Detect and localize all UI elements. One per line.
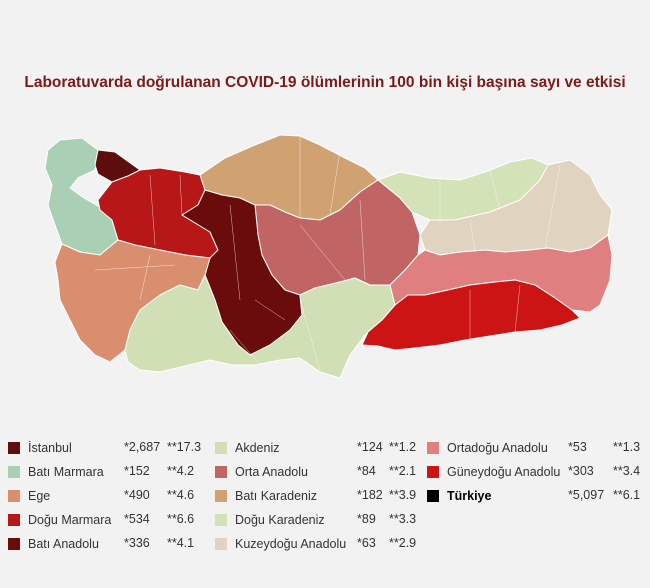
legend-swatch: [427, 442, 439, 454]
legend-item: Batı Anadolu: [8, 535, 99, 553]
legend-item: Ortadoğu Anadolu: [427, 439, 548, 457]
legend-swatch: [8, 538, 20, 550]
map-region-akdeniz: [124, 274, 396, 379]
legend-rate-value: **3.3: [389, 512, 417, 526]
legend-swatch: [427, 466, 439, 478]
legend-rate-value: **1.2: [389, 440, 417, 454]
legend-deaths-value: *534: [124, 512, 150, 526]
legend-deaths-value: *124: [357, 440, 383, 454]
legend-rate-value: **6.1: [613, 488, 641, 502]
legend-rate-value: **2.1: [389, 464, 417, 478]
legend-deaths-value: *182: [357, 488, 383, 502]
legend-swatch: [215, 490, 227, 502]
legend-deaths-value: *5,097: [568, 488, 605, 502]
legend-item: Doğu Karadeniz: [215, 511, 325, 529]
legend-rate-value: **3.4: [613, 464, 641, 478]
legend-label: Orta Anadolu: [235, 465, 308, 479]
legend-rate-value: **4.1: [167, 536, 195, 550]
map-region-guneydogu-anadolu: [361, 279, 581, 351]
turkey-region-map: [44, 134, 613, 379]
legend-label: Ortadoğu Anadolu: [447, 441, 548, 455]
legend-item: Orta Anadolu: [215, 463, 308, 481]
legend-swatch: [8, 442, 20, 454]
legend-item: Türkiye: [427, 487, 491, 505]
province-lines: [94, 136, 561, 371]
legend-deaths-value: *303: [568, 464, 594, 478]
legend-label: Ege: [28, 489, 51, 503]
legend-deaths-value: *2,687: [124, 440, 161, 454]
legend-swatch: [215, 538, 227, 550]
legend-swatch: [215, 442, 227, 454]
legend-swatch: [8, 466, 20, 478]
legend-rate-value: **4.6: [167, 488, 195, 502]
legend-label: Batı Karadeniz: [235, 489, 317, 503]
legend-rate-value: **4.2: [167, 464, 195, 478]
legend-label: Batı Marmara: [28, 465, 104, 479]
legend: İstanbul *2,687 **17.3 Batı Marmara *152 **4.…: [0, 436, 650, 586]
legend-label: Batı Anadolu: [28, 537, 99, 551]
legend-item: Batı Karadeniz: [215, 487, 317, 505]
legend-item: Doğu Marmara: [8, 511, 111, 529]
legend-deaths-value: *89: [357, 512, 376, 526]
legend-swatch: [8, 490, 20, 502]
legend-label: Doğu Marmara: [28, 513, 112, 527]
legend-item: Kuzeydoğu Anadolu: [215, 535, 346, 553]
legend-rate-value: **17.3: [167, 440, 202, 454]
legend-rate-value: **1.3: [613, 440, 641, 454]
legend-label: Akdeniz: [235, 441, 280, 455]
legend-deaths-value: *152: [124, 464, 150, 478]
legend-item: Akdeniz: [215, 439, 279, 457]
legend-deaths-value: *84: [357, 464, 376, 478]
legend-label: Kuzeydoğu Anadolu: [235, 537, 347, 551]
legend-item: İstanbul: [8, 439, 72, 457]
page-title: Laboratuvarda doğrulanan COVID-19 ölümle…: [24, 74, 626, 91]
legend-item: Batı Marmara: [8, 463, 104, 481]
legend-rate-value: **2.9: [389, 536, 417, 550]
legend-rate-value: **3.9: [389, 488, 417, 502]
legend-swatch: [427, 490, 439, 502]
legend-swatch: [215, 466, 227, 478]
legend-deaths-value: *336: [124, 536, 150, 550]
legend-item: Ege: [8, 487, 50, 505]
legend-swatch: [8, 514, 20, 526]
legend-label: Türkiye: [447, 489, 492, 503]
legend-deaths-value: *63: [357, 536, 376, 550]
legend-deaths-value: *53: [568, 440, 587, 454]
legend-label: İstanbul: [28, 441, 72, 455]
legend-item: Güneydoğu Anadolu: [427, 463, 560, 481]
legend-deaths-value: *490: [124, 488, 150, 502]
legend-swatch: [215, 514, 227, 526]
legend-label: Güneydoğu Anadolu: [447, 465, 561, 479]
legend-label: Doğu Karadeniz: [235, 513, 325, 527]
legend-rate-value: **6.6: [167, 512, 195, 526]
